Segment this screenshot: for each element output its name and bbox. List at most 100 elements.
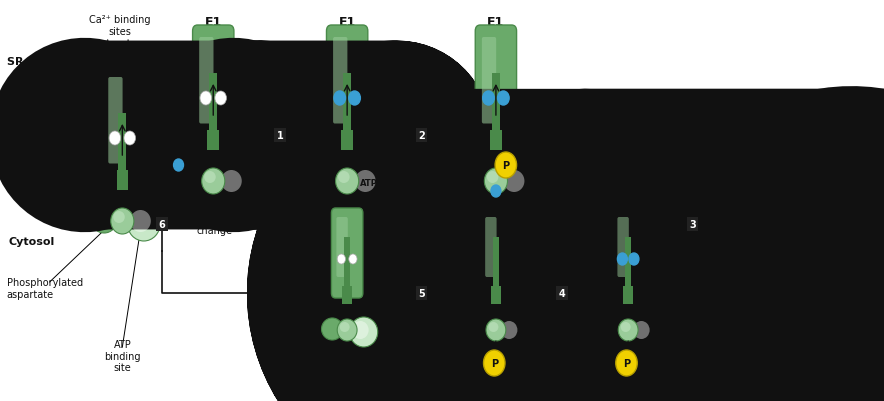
FancyBboxPatch shape	[102, 66, 143, 188]
FancyBboxPatch shape	[337, 217, 347, 277]
Text: 3: 3	[690, 219, 696, 229]
Ellipse shape	[501, 166, 534, 201]
Bar	[210, 74, 217, 144]
Text: ATP: ATP	[360, 179, 377, 188]
Text: 2: 2	[418, 131, 425, 141]
Circle shape	[349, 254, 357, 264]
Bar	[490, 130, 502, 150]
Circle shape	[337, 254, 346, 264]
Ellipse shape	[486, 319, 506, 341]
Bar	[415, 129, 427, 143]
Text: Dephosphorylation: Dephosphorylation	[375, 262, 468, 272]
Circle shape	[495, 153, 516, 178]
Bar	[492, 237, 499, 295]
Text: E1: E1	[487, 16, 505, 28]
Ellipse shape	[470, 318, 492, 340]
Text: ATP
binding
site: ATP binding site	[104, 339, 141, 372]
Bar	[318, 134, 376, 162]
Ellipse shape	[91, 205, 118, 233]
FancyBboxPatch shape	[199, 38, 214, 124]
Bar	[208, 130, 219, 150]
Ellipse shape	[603, 318, 624, 340]
Circle shape	[498, 92, 509, 106]
Circle shape	[349, 92, 361, 106]
Bar	[467, 134, 525, 162]
Text: E2: E2	[487, 383, 505, 395]
Text: Ca²⁺: Ca²⁺	[6, 83, 30, 93]
Bar	[467, 287, 525, 315]
FancyBboxPatch shape	[333, 38, 347, 124]
Bar	[118, 114, 126, 184]
Ellipse shape	[352, 166, 385, 201]
Text: 1: 1	[277, 131, 284, 141]
Ellipse shape	[337, 319, 357, 341]
Ellipse shape	[221, 170, 241, 192]
Ellipse shape	[204, 172, 216, 184]
FancyBboxPatch shape	[326, 26, 368, 148]
Text: 5: 5	[418, 288, 425, 298]
Text: Phosphorylation
of aspartate: Phosphorylation of aspartate	[382, 95, 461, 117]
FancyBboxPatch shape	[108, 78, 123, 164]
Ellipse shape	[218, 166, 251, 201]
Ellipse shape	[322, 318, 343, 340]
Circle shape	[215, 92, 226, 106]
Text: P: P	[491, 358, 498, 368]
Ellipse shape	[338, 172, 349, 184]
Polygon shape	[25, 72, 91, 168]
Bar	[687, 217, 698, 231]
Bar	[318, 287, 376, 315]
Text: Ca²⁺ binding
sites: Ca²⁺ binding sites	[89, 15, 150, 36]
Circle shape	[617, 253, 628, 265]
Ellipse shape	[127, 205, 160, 241]
FancyBboxPatch shape	[485, 217, 497, 277]
Ellipse shape	[110, 209, 133, 235]
Bar	[185, 134, 242, 162]
Bar	[625, 237, 631, 295]
Text: E1: E1	[339, 16, 355, 28]
Ellipse shape	[316, 166, 342, 194]
Text: Cytosol: Cytosol	[8, 237, 55, 246]
Bar	[556, 286, 568, 300]
Ellipse shape	[355, 170, 376, 192]
Text: 4: 4	[559, 288, 566, 298]
Ellipse shape	[489, 322, 499, 332]
Bar	[117, 170, 128, 190]
Circle shape	[124, 132, 135, 146]
Ellipse shape	[352, 321, 369, 339]
Text: E2: E2	[620, 383, 636, 395]
Bar	[415, 286, 427, 300]
FancyBboxPatch shape	[193, 26, 234, 148]
Ellipse shape	[633, 321, 650, 339]
Ellipse shape	[130, 211, 151, 233]
FancyBboxPatch shape	[482, 38, 496, 124]
Text: Calcium and
ATP binding: Calcium and ATP binding	[250, 95, 310, 117]
Circle shape	[109, 132, 121, 146]
FancyBboxPatch shape	[617, 217, 629, 277]
Bar	[341, 130, 353, 150]
FancyBboxPatch shape	[476, 26, 516, 148]
Ellipse shape	[501, 321, 517, 339]
Bar	[156, 217, 168, 231]
Text: ATP: ATP	[233, 192, 272, 205]
Text: P: P	[623, 358, 630, 368]
Circle shape	[483, 92, 494, 106]
Ellipse shape	[113, 211, 125, 223]
Ellipse shape	[339, 322, 349, 332]
Circle shape	[484, 350, 505, 376]
Bar	[94, 174, 151, 201]
Ellipse shape	[484, 168, 507, 194]
Bar	[491, 286, 501, 304]
Circle shape	[616, 350, 637, 376]
Ellipse shape	[182, 166, 209, 194]
Text: P$_i$: P$_i$	[317, 355, 332, 369]
Ellipse shape	[621, 322, 630, 332]
Circle shape	[334, 92, 346, 106]
Bar	[492, 74, 500, 144]
Ellipse shape	[630, 317, 659, 347]
Text: ADP: ADP	[514, 131, 540, 153]
Bar	[599, 287, 657, 315]
Text: Ca²⁺: Ca²⁺	[149, 160, 171, 170]
FancyBboxPatch shape	[480, 209, 512, 298]
Circle shape	[173, 160, 184, 172]
Ellipse shape	[618, 319, 638, 341]
